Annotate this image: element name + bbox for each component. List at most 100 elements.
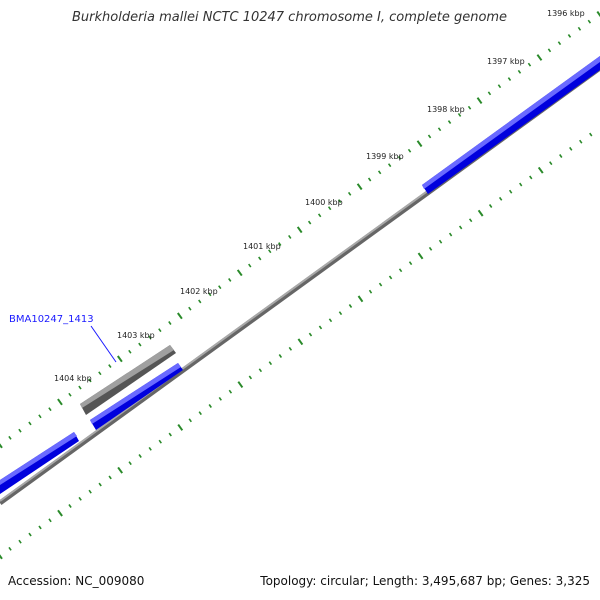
minor-tick <box>397 156 402 160</box>
minor-tick <box>268 249 272 254</box>
accession-info: Accession: NC_009080 <box>8 574 144 588</box>
minor-tick <box>508 189 513 194</box>
minor-tick <box>168 432 172 437</box>
minor-tick <box>308 332 313 337</box>
minor-tick <box>148 446 152 451</box>
minor-tick <box>427 134 432 139</box>
minor-tick <box>527 62 532 67</box>
tick-label: 1403 kbp <box>117 331 155 340</box>
outer-tick-ring <box>0 11 600 449</box>
topology-value: circular <box>320 574 365 588</box>
minor-tick <box>559 154 563 158</box>
minor-tick <box>138 342 142 347</box>
minor-tick <box>98 482 102 487</box>
minor-tick <box>208 292 212 297</box>
minor-tick <box>328 318 333 323</box>
minor-tick <box>348 304 353 308</box>
minor-tick <box>198 411 202 416</box>
minor-tick <box>579 139 583 144</box>
topology-label: Topology: <box>260 574 317 588</box>
minor-tick <box>577 26 582 31</box>
major-tick <box>596 11 600 18</box>
minor-tick <box>288 346 293 351</box>
minor-tick <box>587 19 592 24</box>
minor-tick <box>218 285 222 290</box>
minor-tick <box>447 120 452 124</box>
minor-tick <box>38 525 42 530</box>
minor-tick <box>108 475 112 480</box>
minor-tick <box>8 435 12 440</box>
minor-tick <box>567 34 572 38</box>
minor-tick <box>549 161 553 166</box>
minor-tick <box>158 439 162 444</box>
tick-label: 1399 kbp <box>366 152 404 161</box>
minor-tick <box>168 321 172 325</box>
minor-tick <box>557 41 562 46</box>
minor-tick <box>188 306 192 311</box>
minor-tick <box>318 325 323 330</box>
tick-label: 1396 kbp <box>547 9 585 18</box>
minor-tick <box>258 368 263 373</box>
major-tick <box>177 424 184 431</box>
minor-tick <box>228 389 233 394</box>
minor-tick <box>448 232 453 237</box>
minor-tick <box>347 191 352 196</box>
forward-gene-block[interactable] <box>0 432 79 494</box>
minor-tick <box>407 148 412 153</box>
major-tick <box>237 381 244 388</box>
genes-label: Genes: <box>509 574 552 588</box>
minor-tick <box>258 256 262 261</box>
forward-gene-block[interactable] <box>90 363 183 430</box>
minor-tick <box>468 218 473 223</box>
minor-tick <box>569 146 573 151</box>
major-tick <box>117 466 124 474</box>
major-tick <box>476 97 483 104</box>
inner-tick-ring <box>0 132 593 560</box>
tick-label: 1401 kbp <box>243 242 281 251</box>
gene-bma10247-1413[interactable] <box>80 345 176 415</box>
gene-label[interactable]: BMA10247_1413 <box>9 314 94 325</box>
minor-tick <box>377 170 382 175</box>
forward-gene-block[interactable] <box>422 56 600 194</box>
minor-tick <box>148 335 152 340</box>
minor-tick <box>338 311 343 316</box>
minor-tick <box>28 532 32 537</box>
major-tick <box>296 226 303 234</box>
minor-tick <box>128 349 132 354</box>
major-tick <box>417 252 424 260</box>
minor-tick <box>327 206 332 211</box>
minor-tick <box>188 418 192 423</box>
minor-tick <box>367 177 372 182</box>
minor-tick <box>78 496 82 501</box>
minor-tick <box>388 275 393 280</box>
major-tick <box>0 554 3 560</box>
minor-tick <box>128 461 132 466</box>
minor-tick <box>498 196 503 201</box>
minor-tick <box>248 263 252 268</box>
major-tick <box>477 209 484 217</box>
tick-label: 1402 kbp <box>180 287 218 296</box>
major-tick <box>416 140 423 148</box>
major-tick <box>57 509 63 517</box>
genes-value: 3,325 <box>555 574 590 588</box>
minor-tick <box>517 69 522 74</box>
minor-tick <box>438 239 443 244</box>
minor-tick <box>68 392 72 397</box>
minor-tick <box>428 246 433 251</box>
minor-tick <box>408 261 413 266</box>
minor-tick <box>198 299 202 304</box>
major-tick <box>357 295 364 303</box>
major-tick <box>0 443 3 449</box>
minor-tick <box>387 163 392 168</box>
minor-tick <box>248 375 253 380</box>
minor-tick <box>48 407 52 412</box>
minor-tick <box>488 204 493 208</box>
major-tick <box>297 338 304 346</box>
minor-tick <box>48 518 52 523</box>
minor-tick <box>88 378 92 383</box>
minor-tick <box>78 385 82 390</box>
minor-tick <box>589 132 593 137</box>
minor-tick <box>8 546 12 551</box>
